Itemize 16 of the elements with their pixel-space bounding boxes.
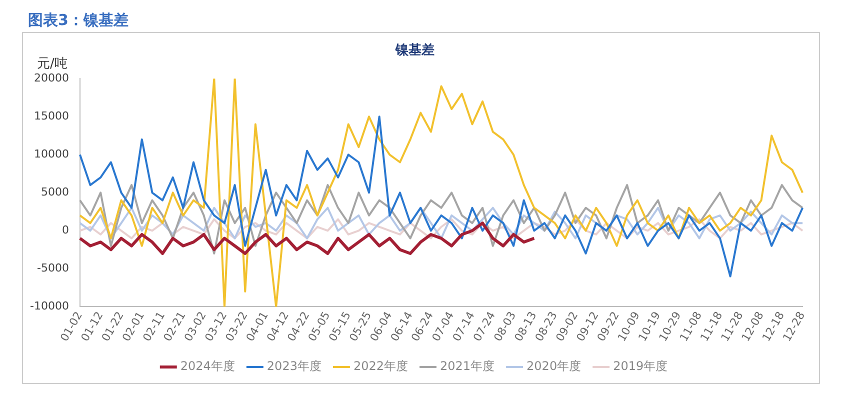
legend-label: 2019年度 bbox=[613, 359, 668, 374]
legend-label: 2024年度 bbox=[180, 359, 235, 374]
y-tick-label: 15000 bbox=[34, 109, 69, 122]
legend-label: 2020年度 bbox=[526, 359, 582, 374]
legend-label: 2021年度 bbox=[440, 359, 495, 374]
y-tick-label: 5000 bbox=[40, 186, 69, 199]
y-axis-title: 元/吨 bbox=[37, 56, 68, 72]
legend-label: 2023年度 bbox=[266, 359, 322, 374]
y-tick-label: -5000 bbox=[36, 262, 69, 275]
y-tick-label: 20000 bbox=[34, 71, 69, 84]
y-tick-label: 10000 bbox=[34, 148, 69, 160]
y-tick-label: -10000 bbox=[30, 300, 69, 313]
y-tick-label: 0 bbox=[62, 224, 69, 237]
chart-title: 图表3：镍基差 bbox=[27, 10, 130, 31]
chart-subtitle: 镍基差 bbox=[394, 43, 434, 58]
legend-label: 2022年度 bbox=[353, 359, 408, 374]
